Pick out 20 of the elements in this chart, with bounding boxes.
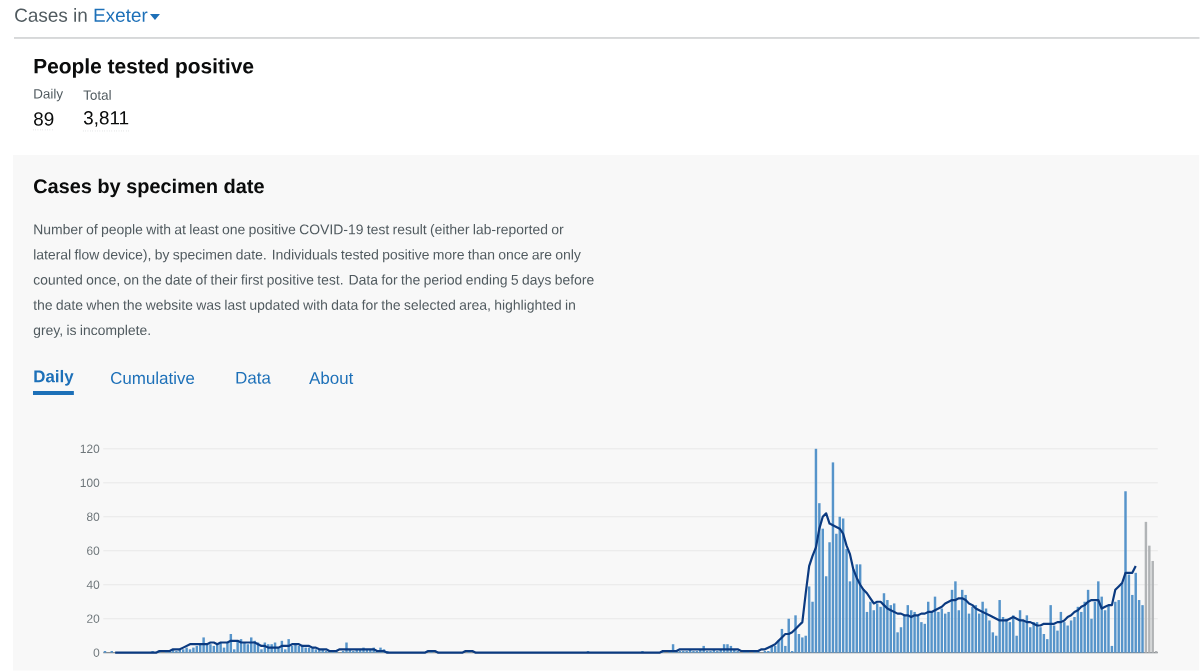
text: Data <box>236 372 271 384</box>
text: People tested positive <box>34 58 254 78</box>
y-tick-label: 100 <box>80 478 100 488</box>
y-tick-label: 120 <box>80 444 100 454</box>
text: Cumulative <box>111 371 195 385</box>
chart-title: Cases by specimen date <box>34 178 264 198</box>
text: Cases in <box>15 8 87 23</box>
y-tick-label: 0 <box>93 648 100 658</box>
text: Daily <box>34 370 74 386</box>
text: 3,811 <box>83 111 129 127</box>
chart-subtitle: Number of people with at least one positive COVID-19 test result (either lab-reported or lateral flow device), by specimen date. Individuals tested positive more than once are only counted once, on the date of their first positive test. Data for the period ending 5 days before the date when the website was last updated with data for the selected area, highlighted in grey, is incomplete. <box>33 224 594 338</box>
text: 89 <box>34 112 54 126</box>
text: About <box>309 371 354 385</box>
y-tick-label: 60 <box>87 546 100 556</box>
y-tick-label: 40 <box>86 580 100 590</box>
y-tick-label: 80 <box>86 512 100 522</box>
text: Daily <box>34 88 64 102</box>
text: Exeter <box>94 8 148 23</box>
text: Total <box>83 90 111 101</box>
y-tick-label: 20 <box>87 614 100 624</box>
